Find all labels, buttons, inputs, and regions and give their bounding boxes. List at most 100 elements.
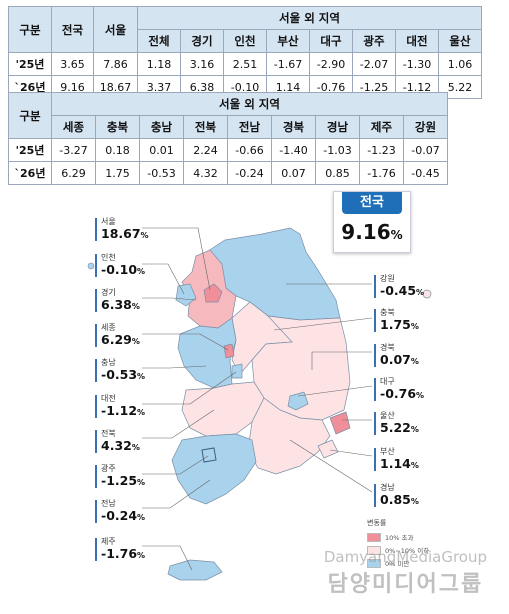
region-name: 경북 (380, 343, 395, 352)
region-value: 6.29 (101, 331, 132, 347)
cell: -2.07 (352, 52, 396, 76)
legend-item: 10% 초과 (367, 532, 447, 542)
label-chungbuk: 충북 1.75% (374, 308, 419, 332)
label-sejong: 세종 6.29% (95, 323, 140, 347)
label-gyeonggi: 경기 6.38% (95, 288, 140, 312)
region-incheon (175, 283, 197, 307)
region-seoul (203, 283, 223, 303)
rate-table-2: 구분 서울 외 지역 세종 충북 충남 전북 전남 경북 경남 제주 강원 '2… (8, 92, 448, 185)
cell: 1.18 (137, 52, 181, 76)
cell: 0.01 (139, 138, 184, 162)
region-ulsan (329, 411, 351, 435)
region-name: 경남 (380, 483, 395, 492)
subheader: 충북 (95, 115, 140, 139)
label-jeonbuk: 전북 4.32% (95, 429, 140, 453)
cell: -1.23 (359, 138, 404, 162)
legend-swatch (367, 532, 381, 542)
region-name: 부산 (380, 447, 395, 456)
region-name: 경기 (101, 288, 116, 297)
label-daejeon: 대전 -1.12% (95, 394, 145, 418)
row-label: '25년 (8, 52, 52, 76)
region-value: -0.24 (101, 507, 138, 523)
subheader: 전북 (183, 115, 228, 139)
region-value: -1.25 (101, 472, 138, 488)
subheader: 울산 (438, 29, 482, 53)
cell: -1.30 (395, 52, 439, 76)
subheader: 인천 (223, 29, 267, 53)
region-value: -1.12 (101, 402, 138, 418)
cell: 0.85 (315, 161, 360, 185)
region-busan (317, 439, 339, 459)
region-value: -0.45 (380, 282, 417, 298)
subheader: 강원 (403, 115, 448, 139)
region-daejeon (231, 363, 243, 379)
cell: -1.40 (271, 138, 316, 162)
header-national: 전국 (51, 6, 94, 53)
region-value: -0.53 (101, 366, 138, 382)
region-name: 광주 (101, 464, 116, 473)
legend-item: 0% 미만 (367, 558, 447, 568)
region-name: 인천 (101, 253, 116, 262)
national-box: 전국 9.16% (333, 191, 411, 253)
watermark: DamyangMediaGroup 담양미디어그룹 (324, 548, 487, 598)
row-label: '25년 (8, 138, 52, 162)
row-label: `26년 (8, 161, 52, 185)
cell: -0.53 (139, 161, 184, 185)
cell: -1.76 (359, 161, 404, 185)
region-name: 세종 (101, 323, 116, 332)
cell: -0.66 (227, 138, 272, 162)
label-jeonnam: 전남 -0.24% (95, 499, 145, 523)
region-sejong (223, 343, 235, 359)
cell: 0.07 (271, 161, 316, 185)
region-name: 충남 (101, 358, 116, 367)
label-seoul: 서울 18.67% (95, 217, 149, 241)
cell: -0.45 (403, 161, 448, 185)
region-chungnam (177, 317, 237, 389)
label-busan: 부산 1.14% (374, 447, 419, 471)
cell: 4.32 (183, 161, 228, 185)
region-value: 0.85 (380, 491, 411, 507)
subheader: 제주 (359, 115, 404, 139)
label-chungnam: 충남 -0.53% (95, 358, 145, 382)
region-gwangju (201, 447, 217, 463)
cell: 5.22 (438, 75, 482, 99)
watermark-ko: 담양미디어그룹 (327, 572, 484, 597)
region-name: 대구 (380, 377, 395, 386)
national-value: 9.16 (341, 220, 391, 244)
island-ulleung (422, 289, 432, 299)
rate-table-1: 구분 전국 서울 서울 외 지역 전체 경기 인천 부산 대구 광주 대전 울산… (8, 6, 482, 99)
header-outside-seoul: 서울 외 지역 (51, 92, 448, 116)
cell-national: 3.65 (51, 52, 94, 76)
region-name: 강원 (380, 274, 395, 283)
region-name: 전남 (101, 499, 116, 508)
subheader: 세종 (51, 115, 96, 139)
subheader: 충남 (139, 115, 184, 139)
region-value: -1.76 (101, 545, 138, 561)
subheader: 대전 (395, 29, 439, 53)
region-name: 서울 (101, 217, 116, 226)
label-gwangju: 광주 -1.25% (95, 464, 145, 488)
region-name: 울산 (380, 411, 395, 420)
subheader: 대구 (309, 29, 353, 53)
label-jeju: 제주 -1.76% (95, 537, 145, 561)
subheader: 전남 (227, 115, 272, 139)
label-gangwon: 강원 -0.45% (374, 274, 424, 298)
region-name: 제주 (101, 537, 116, 546)
region-name: 대전 (101, 394, 116, 403)
subheader: 전체 (137, 29, 181, 53)
national-title: 전국 (342, 192, 402, 214)
region-jeonnam (171, 433, 257, 505)
region-value: 0.07 (380, 351, 411, 367)
region-jeju (167, 559, 223, 581)
region-value: 1.14 (380, 455, 411, 471)
cell: -3.27 (51, 138, 96, 162)
korea-map (87, 227, 432, 581)
region-value: -0.76 (380, 385, 417, 401)
label-incheon: 인천 -0.10% (95, 253, 145, 277)
legend-swatch (367, 545, 381, 555)
cell: -2.90 (309, 52, 353, 76)
cell: 6.29 (51, 161, 96, 185)
watermark-en: DamyangMediaGroup (323, 548, 487, 566)
cell: 2.24 (183, 138, 228, 162)
region-value: 18.67 (101, 225, 141, 241)
